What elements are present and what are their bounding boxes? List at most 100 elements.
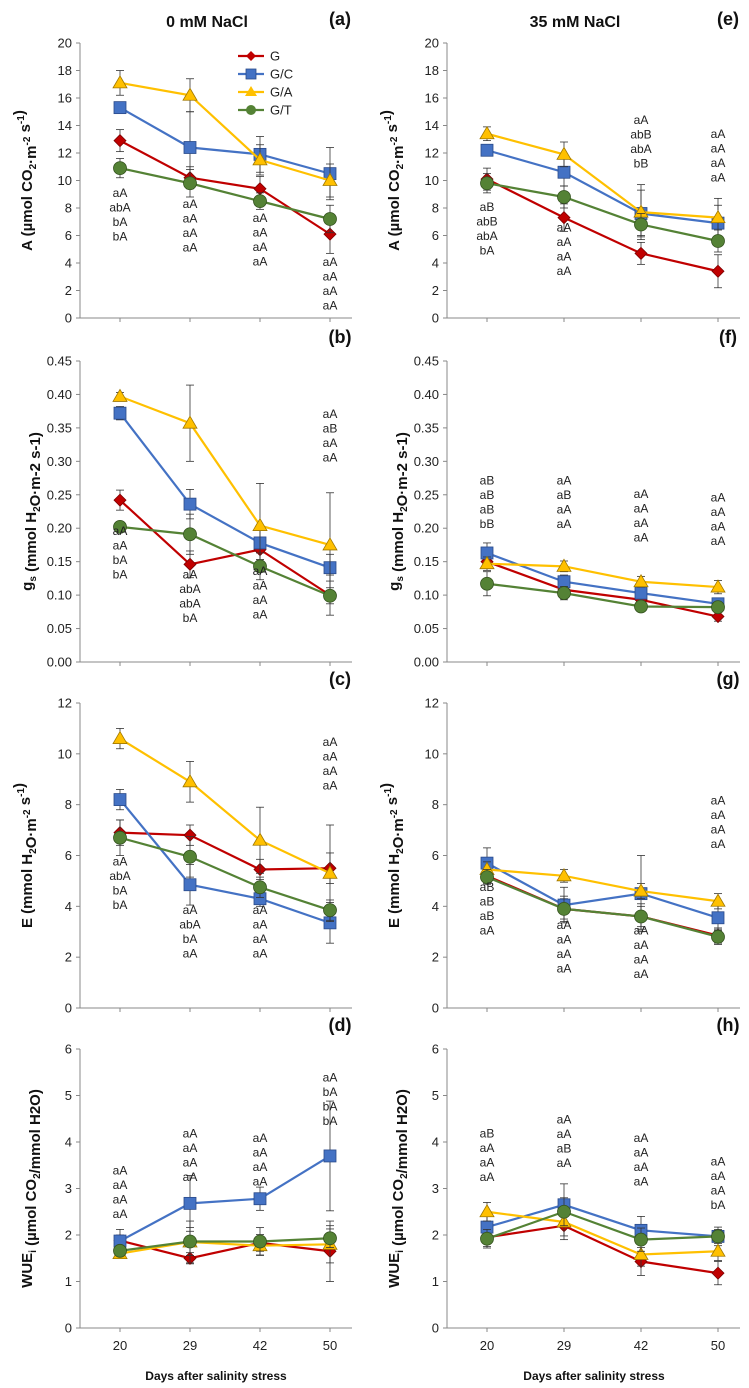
data-point-G-C (558, 576, 570, 588)
significance-label: aA (253, 1160, 268, 1174)
y-tick-label: 6 (65, 228, 72, 243)
data-point-G-C (481, 144, 493, 156)
y-tick-label: 10 (58, 173, 72, 188)
y-label-part: O·m (23, 818, 40, 848)
significance-label: aA (183, 903, 198, 917)
significance-label: aA (634, 952, 649, 966)
x-tick-label: 20 (113, 1338, 127, 1353)
series-line-G-C (487, 553, 718, 604)
y-label-part: s (17, 797, 34, 810)
data-point-G-C (712, 912, 724, 924)
data-point-G-T (184, 1235, 197, 1248)
significance-label: aA (183, 1126, 198, 1140)
data-point-G-T (254, 881, 267, 894)
significance-label: aA (323, 298, 338, 312)
significance-label: aA (113, 1207, 128, 1221)
series-line-G-C (120, 800, 330, 923)
y-tick-label: 2 (65, 283, 72, 298)
y-tick-label: 12 (58, 146, 72, 161)
series-line-G (120, 141, 330, 235)
significance-label: aA (557, 249, 572, 263)
significance-label: aA (253, 608, 268, 622)
y-tick-label: 12 (58, 696, 72, 711)
significance-label: aA (634, 923, 649, 937)
y-tick-label: 0.00 (414, 655, 439, 670)
significance-label: aA (323, 450, 338, 464)
data-point-G-T (114, 162, 127, 175)
significance-label: abA (109, 869, 130, 883)
significance-label: aA (253, 946, 268, 960)
significance-label: aA (183, 226, 198, 240)
significance-label: abA (179, 917, 200, 931)
significance-label: aA (634, 113, 649, 127)
significance-label: aA (557, 503, 572, 517)
data-point-G-C (324, 1150, 336, 1162)
significance-label: aA (253, 1146, 268, 1160)
y-label-part: (mmol H (23, 512, 40, 576)
panel-e: 02468101214161820(e)A (µmol CO2·m-2 s-1)… (378, 9, 740, 326)
x-tick-label: 42 (253, 1338, 267, 1353)
data-point-G-T (481, 577, 494, 590)
significance-label: aA (253, 564, 268, 578)
data-point-G-C (184, 879, 196, 891)
y-tick-label: 6 (65, 848, 72, 863)
significance-label: aA (711, 490, 726, 504)
significance-label: aA (557, 1112, 572, 1126)
y-tick-label: 0 (432, 1321, 439, 1336)
data-point-G-C (114, 407, 126, 419)
panel-label: (b) (329, 327, 352, 347)
significance-label: aA (711, 837, 726, 851)
y-label-part: WUE (19, 1253, 36, 1288)
legend-label: G/T (270, 103, 292, 118)
significance-label: aA (480, 1141, 495, 1155)
significance-label: aA (480, 1170, 495, 1184)
significance-label: aA (634, 502, 649, 516)
significance-label: aB (480, 503, 495, 517)
y-tick-label: 14 (425, 118, 439, 133)
data-point-G-C (635, 587, 647, 599)
data-point-G-T (114, 1244, 127, 1257)
series-line-G (487, 562, 718, 617)
significance-label: aA (634, 938, 649, 952)
y-label-part: /mmol H2O) (27, 1089, 44, 1173)
significance-label: aA (323, 750, 338, 764)
y-axis-label: WUEi (µmol CO2/mmol H2O) (386, 1089, 411, 1288)
y-tick-label: 1 (432, 1274, 439, 1289)
significance-label: aA (557, 1156, 572, 1170)
y-label-part: ·m (390, 146, 407, 164)
significance-label: aA (557, 962, 572, 976)
data-point-G-T (712, 601, 725, 614)
legend-label: G (270, 49, 280, 64)
significance-label: bA (113, 230, 128, 244)
y-tick-label: 10 (425, 746, 439, 761)
significance-label: bA (323, 1085, 338, 1099)
significance-label: abB (476, 214, 497, 228)
panels: 02468101214161820(a)A (µmol CO2·m-2 s-1)… (11, 9, 740, 1353)
panel-f: 0.00 0.05 0.10 0.15 0.20 0.25 0.30 0.35 0.40 0.45… (386, 327, 740, 670)
panel-b: 0.000.050.100.150.200.250.300.350.400.45… (19, 327, 352, 670)
significance-label: bA (113, 884, 128, 898)
significance-label: aB (480, 200, 495, 214)
data-point-G-T (324, 589, 337, 602)
data-point-G-A (253, 519, 267, 531)
significance-label: aA (557, 947, 572, 961)
column-title-35mM: 35 mM NaCl (530, 14, 621, 31)
significance-label: aB (557, 1141, 572, 1155)
significance-label: aA (253, 932, 268, 946)
y-tick-label: 0.35 (414, 420, 439, 435)
y-label-part: O·m (390, 818, 407, 848)
significance-label: aA (557, 220, 572, 234)
y-tick-label: 0 (65, 311, 72, 326)
significance-label: aA (634, 516, 649, 530)
significance-label: bA (183, 611, 198, 625)
y-tick-label: 2 (65, 1228, 72, 1243)
y-label-part: E (mmol H (386, 854, 403, 928)
y-tick-label: 1 (65, 1274, 72, 1289)
significance-label: aA (113, 1178, 128, 1192)
significance-label: aB (480, 488, 495, 502)
y-tick-label: 8 (65, 201, 72, 216)
y-label-part: (µmol CO (23, 1179, 40, 1250)
y-tick-label: 0.30 (47, 454, 72, 469)
significance-label: aA (711, 534, 726, 548)
